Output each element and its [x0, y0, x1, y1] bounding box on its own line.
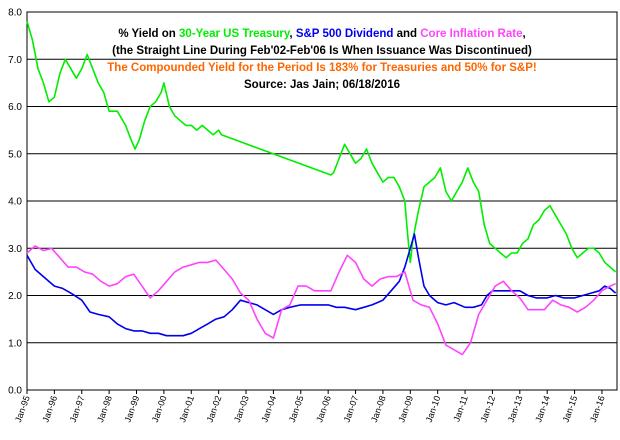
title-segment: S&P 500 Dividend — [296, 28, 394, 40]
title-line-3: The Compounded Yield for the Period Is 1… — [107, 62, 536, 74]
title-segment: (the Straight Line During Feb'02-Feb'06 … — [112, 45, 532, 57]
x-tick-label: Jan-13 — [506, 394, 525, 423]
y-tick-label: 8.0 — [8, 8, 22, 19]
title-segment: 30-Year US Treasury — [179, 28, 291, 40]
x-tick-label: Jan-16 — [588, 394, 607, 423]
series-lines — [26, 21, 617, 356]
y-tick-label: 4.0 — [8, 197, 22, 208]
x-axis: Jan-95 Jan-96 Jan-97 Jan-98 Jan-99 Jan-00 Jan-… — [13, 390, 607, 424]
x-tick-label: Jan-99 — [123, 394, 142, 423]
title-line-1: % Yield on 30-Year US Treasury, S&P 500 … — [118, 28, 525, 40]
title-line-2: (the Straight Line During Feb'02-Feb'06 … — [112, 45, 532, 57]
x-tick-label: Jan-98 — [95, 394, 114, 423]
chart-title: % Yield on 30-Year US Treasury, S&P 500 … — [107, 28, 536, 91]
series-line-30-year-us-treasury — [26, 21, 617, 273]
title-segment: , — [289, 28, 295, 40]
x-tick-label: Jan-15 — [561, 394, 580, 423]
title-segment: % Yield on — [118, 28, 179, 40]
y-tick-label: 6.0 — [8, 102, 22, 113]
x-tick-label: Jan-03 — [232, 394, 251, 423]
title-segment: Core Inflation Rate — [420, 28, 522, 40]
x-tick-label: Jan-95 — [13, 394, 32, 423]
x-tick-label: Jan-14 — [533, 394, 552, 423]
y-tick-label: 0.0 — [8, 386, 22, 397]
x-tick-label: Jan-96 — [40, 394, 59, 423]
x-tick-label: Jan-12 — [478, 394, 497, 423]
x-tick-label: Jan-00 — [150, 394, 169, 423]
x-tick-label: Jan-07 — [342, 394, 361, 423]
y-tick-label: 2.0 — [8, 291, 22, 302]
y-tick-label: 5.0 — [8, 149, 22, 160]
title-segment: The Compounded Yield for the Period Is 1… — [107, 62, 536, 74]
series-line-s-p-500-dividend — [26, 233, 617, 337]
x-tick-label: Jan-02 — [205, 394, 224, 423]
title-segment: , — [522, 28, 525, 40]
x-tick-label: Jan-97 — [68, 394, 87, 423]
x-tick-label: Jan-10 — [424, 394, 443, 423]
y-tick-label: 7.0 — [8, 55, 22, 66]
x-tick-label: Jan-06 — [314, 394, 333, 423]
y-tick-label: 3.0 — [8, 244, 22, 255]
title-segment: Source: Jas Jain; 06/18/2016 — [244, 79, 400, 91]
series-line-core-inflation-rate — [26, 245, 616, 356]
x-tick-label: Jan-11 — [451, 394, 470, 423]
grid — [27, 58, 617, 344]
x-tick-label: Jan-09 — [396, 394, 415, 423]
title-line-4: Source: Jas Jain; 06/18/2016 — [244, 79, 400, 91]
x-tick-label: Jan-01 — [177, 394, 196, 423]
y-axis: 0.0 1.0 2.0 3.0 4.0 5.0 6.0 7.0 8.0 — [8, 8, 22, 397]
x-tick-label: Jan-05 — [287, 394, 306, 423]
title-segment: and — [393, 28, 420, 40]
x-tick-label: Jan-08 — [369, 394, 388, 423]
y-tick-label: 1.0 — [8, 338, 22, 349]
x-tick-label: Jan-04 — [259, 394, 278, 423]
